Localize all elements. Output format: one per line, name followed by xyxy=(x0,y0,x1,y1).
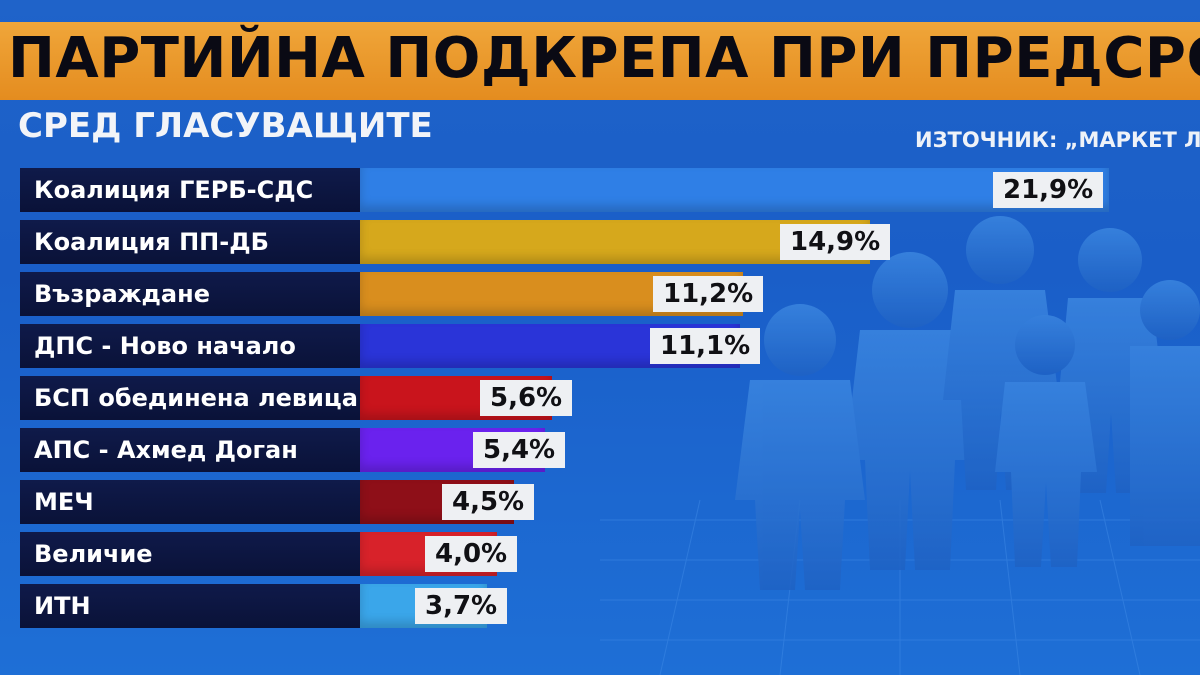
source-label: ИЗТОЧНИК: „МАРКЕТ ЛИ xyxy=(915,128,1200,152)
bar-value-label: 14,9% xyxy=(780,224,891,260)
bar-row: Възраждане 11,2% xyxy=(20,272,1180,316)
bar-row: Коалиция ГЕРБ-СДС 21,9% xyxy=(20,168,1180,212)
bar-value-label: 3,7% xyxy=(415,588,508,624)
bar-category-label: Величие xyxy=(20,532,360,576)
bar-row: Коалиция ПП-ДБ 14,9% xyxy=(20,220,1180,264)
bar-value-label: 11,2% xyxy=(653,276,764,312)
bar-category-label: Коалиция ПП-ДБ xyxy=(20,220,360,264)
bar-row: БСП обединена левица 5,6% xyxy=(20,376,1180,420)
bar-row: АПС - Ахмед Доган 5,4% xyxy=(20,428,1180,472)
bar-value-label: 5,6% xyxy=(480,380,573,416)
bar-value-label: 4,5% xyxy=(442,484,535,520)
bar-value-label: 4,0% xyxy=(425,536,518,572)
bar-category-label: БСП обединена левица xyxy=(20,376,360,420)
bar-row: МЕЧ 4,5% xyxy=(20,480,1180,524)
chart-title: ПАРТИЙНА ПОДКРЕПА ПРИ ПРЕДСРОЧЕН ВО xyxy=(8,26,1200,91)
bar xyxy=(360,168,1109,212)
bar-category-label: МЕЧ xyxy=(20,480,360,524)
bar-category-label: Коалиция ГЕРБ-СДС xyxy=(20,168,360,212)
bar-row: Величие 4,0% xyxy=(20,532,1180,576)
bar-value-label: 21,9% xyxy=(993,172,1104,208)
bar-category-label: Възраждане xyxy=(20,272,360,316)
bar-category-label: ДПС - Ново начало xyxy=(20,324,360,368)
bar-category-label: ИТН xyxy=(20,584,360,628)
chart-subtitle: СРЕД ГЛАСУВАЩИТЕ xyxy=(18,106,433,146)
title-banner: ПАРТИЙНА ПОДКРЕПА ПРИ ПРЕДСРОЧЕН ВО xyxy=(0,22,1200,100)
bar-value-label: 5,4% xyxy=(473,432,566,468)
bar-category-label: АПС - Ахмед Доган xyxy=(20,428,360,472)
bar-row: ДПС - Ново начало 11,1% xyxy=(20,324,1180,368)
bar-value-label: 11,1% xyxy=(650,328,761,364)
bar-row: ИТН 3,7% xyxy=(20,584,1180,628)
